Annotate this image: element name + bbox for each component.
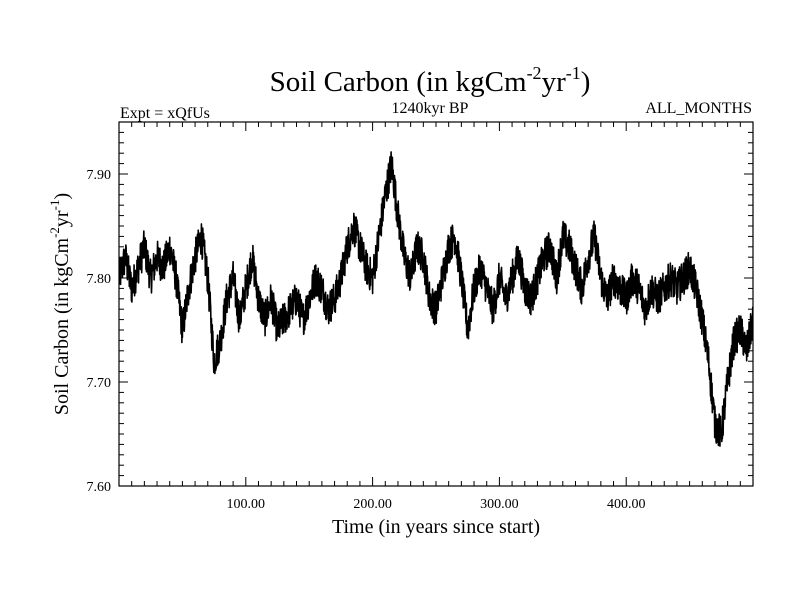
y-tick-label: 7.80 [87, 272, 112, 287]
chart-title: Soil Carbon (in kgCm-2yr-1) [270, 63, 591, 98]
x-tick-label: 300.00 [480, 497, 519, 512]
x-tick-label: 200.00 [353, 497, 392, 512]
y-tick-label: 7.60 [87, 480, 112, 495]
x-tick-label: 400.00 [607, 497, 646, 512]
x-axis-label: Time (in years since start) [332, 516, 540, 538]
months-label: ALL_MONTHS [645, 100, 752, 117]
series-layer [119, 151, 753, 447]
x-tick-label: 100.00 [227, 497, 266, 512]
axis-tick-labels: 100.00 200.00 300.00 400.00 7.60 7.70 7.80 7.90 [87, 168, 646, 512]
y-tick-label: 7.90 [87, 168, 112, 183]
y-tick-label: 7.70 [87, 376, 112, 391]
plot-frame [118, 121, 754, 487]
period-label: 1240kyr BP [392, 100, 469, 117]
series-line-0 [119, 151, 753, 447]
experiment-label: Expt = xQfUs [120, 105, 210, 122]
y-axis-label: Soil Carbon (in kgCm-2yr-1) [47, 193, 73, 415]
axis-ticks [119, 122, 753, 486]
